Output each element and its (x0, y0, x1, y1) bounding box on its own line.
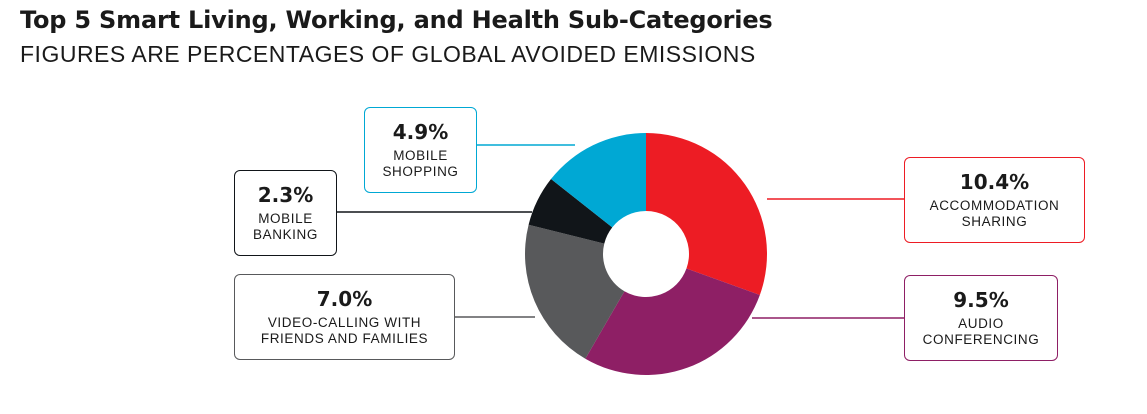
chart-subtitle: FIGURES ARE PERCENTAGES OF GLOBAL AVOIDE… (20, 41, 756, 67)
slice-mobile-banking (528, 179, 613, 244)
callout-mobile-shopping: 4.9% MOBILE SHOPPING (364, 107, 477, 193)
value-label-accommodation-sharing: 10.4% (959, 170, 1030, 194)
category-label-mobile-shopping: MOBILE SHOPPING (382, 148, 459, 179)
value-label-mobile-shopping: 4.9% (392, 120, 449, 144)
slice-accommodation-sharing (646, 133, 767, 295)
slice-video-calling (525, 224, 625, 359)
value-label-audio-conferencing: 9.5% (953, 288, 1009, 312)
category-label-audio-conferencing: AUDIO CONFERENCING (922, 316, 1040, 347)
value-label-video-calling: 7.0% (316, 287, 373, 311)
callout-video-calling: 7.0% VIDEO-CALLING WITH FRIENDS AND FAMI… (234, 274, 455, 360)
callout-mobile-banking: 2.3% MOBILE BANKING (234, 170, 337, 256)
slice-mobile-shopping (551, 133, 646, 228)
callout-audio-conferencing: 9.5% AUDIO CONFERENCING (904, 275, 1058, 361)
category-label-mobile-banking: MOBILE BANKING (253, 211, 318, 242)
value-label-mobile-banking: 2.3% (257, 183, 314, 207)
callout-accommodation-sharing: 10.4% ACCOMMODATION SHARING (904, 157, 1085, 243)
category-label-video-calling: VIDEO-CALLING WITH FRIENDS AND FAMILIES (260, 315, 429, 346)
chart-title: Top 5 Smart Living, Working, and Health … (20, 6, 773, 34)
slice-audio-conferencing (585, 268, 760, 375)
category-label-accommodation-sharing: ACCOMMODATION SHARING (929, 198, 1060, 229)
